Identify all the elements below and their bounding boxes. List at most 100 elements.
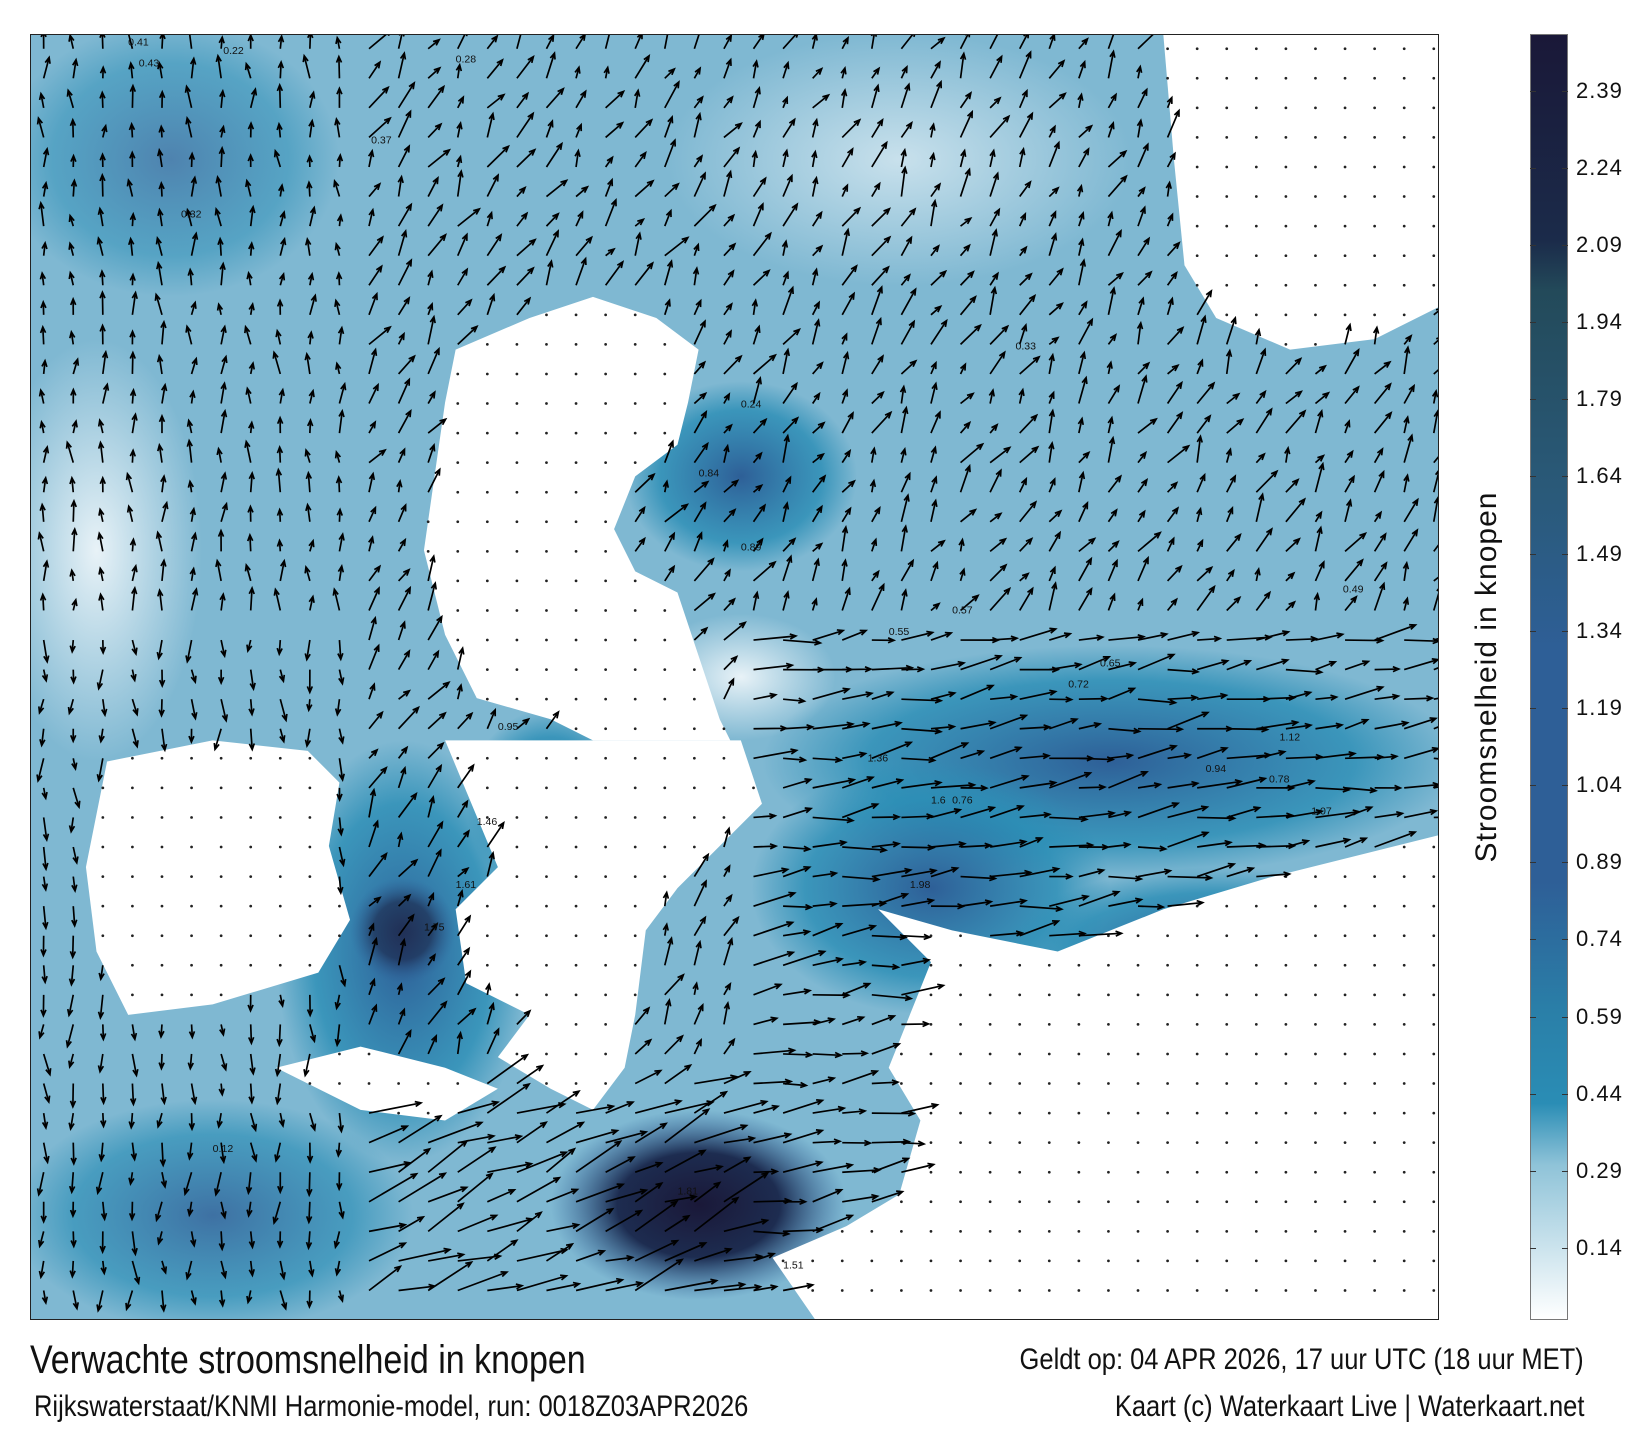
grid-dot	[249, 845, 253, 849]
current-arrow	[1226, 776, 1268, 789]
current-arrow	[248, 1083, 255, 1105]
current-arrow	[1107, 592, 1116, 611]
current-arrow	[131, 1231, 138, 1257]
current-arrow	[338, 532, 345, 552]
grid-dot	[1402, 136, 1406, 139]
current-arrow	[1225, 505, 1234, 523]
current-arrow	[1049, 717, 1079, 730]
current-arrow	[753, 1047, 797, 1055]
current-arrow	[693, 171, 706, 197]
current-arrow	[546, 1222, 581, 1233]
current-arrow	[486, 820, 505, 848]
grid-dot	[545, 934, 548, 938]
current-arrow	[274, 1083, 282, 1106]
grid-dot	[574, 461, 578, 465]
grid-dot	[1284, 165, 1288, 169]
current-arrow	[190, 669, 197, 685]
current-arrow	[1403, 658, 1438, 671]
current-arrow	[871, 140, 888, 168]
grid-dot	[663, 845, 667, 849]
current-arrow	[516, 148, 537, 168]
land-north-east	[1163, 35, 1438, 350]
current-arrow	[427, 1000, 448, 1025]
current-arrow	[1048, 210, 1057, 227]
current-arrow	[70, 153, 77, 168]
current-arrow	[220, 471, 228, 493]
current-arrow	[309, 293, 317, 316]
current-arrow	[427, 977, 446, 996]
current-arrow	[156, 1112, 163, 1129]
current-arrow	[128, 1201, 136, 1222]
current-arrow	[99, 290, 106, 315]
current-arrow	[1225, 348, 1233, 375]
current-arrow	[959, 323, 982, 345]
grid-dot	[988, 1111, 992, 1115]
current-arrow	[1019, 920, 1061, 937]
current-arrow	[273, 148, 282, 168]
grid-dot	[633, 579, 637, 583]
current-arrow	[98, 507, 105, 522]
current-arrow	[155, 235, 163, 256]
current-arrow	[70, 178, 78, 197]
grid-dot	[160, 934, 164, 938]
current-arrow	[989, 563, 1008, 582]
current-arrow	[1137, 142, 1149, 168]
current-arrow	[811, 391, 821, 404]
grid-dot	[1136, 1229, 1140, 1233]
current-arrow	[125, 1290, 134, 1312]
grid-dot	[101, 845, 105, 849]
current-arrow	[694, 1164, 724, 1174]
grid-dot	[1373, 1170, 1376, 1174]
current-arrow	[307, 330, 314, 345]
current-arrow	[634, 218, 646, 227]
grid-dot	[1107, 1229, 1110, 1233]
grid-dot	[900, 1289, 903, 1292]
grid-dot	[574, 1052, 578, 1056]
grid-dot	[1284, 1170, 1288, 1174]
current-arrow	[1404, 695, 1435, 702]
current-arrow	[427, 794, 436, 818]
grid-dot	[900, 1052, 903, 1056]
grid-dot	[1018, 1259, 1022, 1263]
grid-dot	[1343, 283, 1347, 287]
current-arrow	[871, 741, 914, 760]
current-arrow	[722, 539, 729, 552]
current-arrow	[368, 936, 378, 966]
current-arrow	[427, 614, 443, 641]
current-arrow	[1403, 746, 1438, 760]
current-arrow	[1225, 474, 1237, 493]
grid-dot	[515, 461, 519, 465]
current-arrow	[1196, 566, 1214, 582]
current-arrow	[368, 710, 384, 730]
grid-dot	[1195, 76, 1199, 80]
current-arrow	[693, 480, 710, 493]
current-arrow	[67, 698, 75, 716]
current-arrow	[42, 1083, 51, 1105]
current-arrow	[69, 117, 77, 138]
grid-dot	[1166, 1082, 1169, 1085]
grid-dot	[1373, 1082, 1376, 1085]
speed-label: 1.98	[910, 879, 931, 891]
current-arrow	[244, 61, 252, 79]
current-arrow	[516, 185, 527, 198]
grid-dot	[988, 1141, 992, 1145]
current-arrow	[723, 1284, 763, 1292]
current-arrow	[397, 1029, 412, 1055]
current-arrow	[753, 662, 795, 671]
current-arrow	[156, 442, 164, 463]
current-arrow	[723, 242, 737, 257]
current-arrow	[959, 421, 972, 434]
colorbar-tick	[1562, 553, 1568, 555]
current-arrow	[486, 1053, 530, 1085]
grid-dot	[959, 1082, 962, 1085]
grid-dot	[1432, 1170, 1436, 1174]
current-arrow	[1018, 88, 1028, 109]
current-arrow	[664, 1108, 711, 1144]
current-arrow	[782, 60, 790, 79]
current-arrow	[723, 443, 730, 463]
current-arrow	[930, 269, 948, 286]
current-arrow	[753, 1104, 780, 1114]
grid-dot	[811, 1289, 815, 1292]
grid-dot	[1343, 1170, 1347, 1174]
grid-dot	[1225, 1111, 1229, 1115]
